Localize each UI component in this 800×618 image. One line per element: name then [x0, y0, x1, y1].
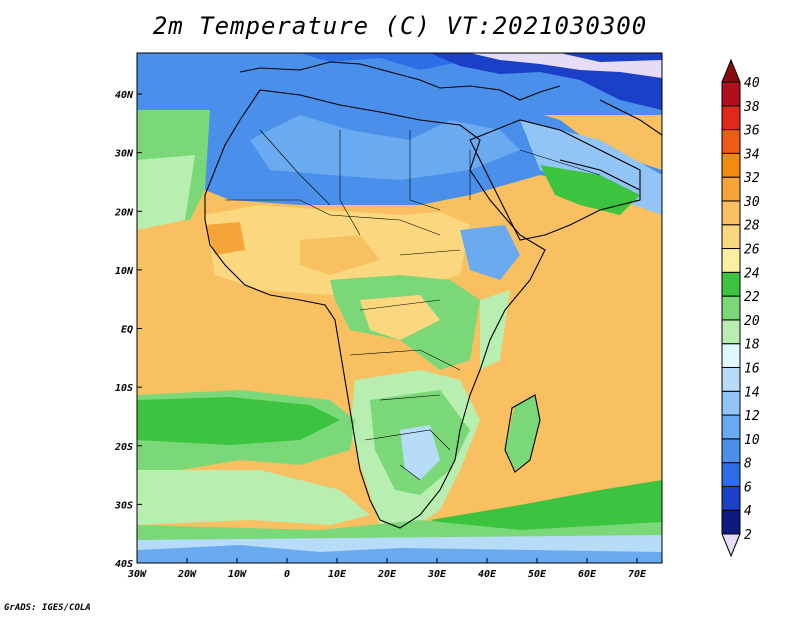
colorbar-segment	[721, 295, 741, 321]
colorbar-segment	[721, 176, 741, 202]
colorbar-label: 28	[744, 219, 760, 234]
colorbar-segment	[721, 366, 741, 392]
colorbar-label: 4	[744, 504, 752, 519]
colorbar-segment	[721, 462, 741, 487]
colorbar-label: 18	[744, 338, 760, 353]
colorbar-top-triangle	[721, 58, 741, 83]
colorbar-segment	[721, 105, 741, 131]
y-tick-label: 20N	[114, 207, 134, 218]
colorbar-label: 24	[744, 266, 760, 281]
colorbar-label: 32	[743, 171, 760, 186]
colorbar-segment	[721, 438, 741, 464]
y-tick-label: 10N	[115, 266, 134, 277]
x-tick-label: 50E	[528, 569, 547, 580]
x-tick-label: 40E	[478, 569, 497, 580]
colorbar-label: 26	[744, 243, 760, 258]
x-axis: 30W 20W 10W 0 10E 20E 30E 40E 50E 60E 70E	[127, 558, 647, 580]
map-frame	[136, 52, 663, 564]
colorbar-bottom-triangle	[721, 533, 741, 558]
colorbar-label: 14	[744, 385, 760, 400]
coastlines	[204, 61, 662, 529]
y-tick-label: EQ	[121, 325, 133, 336]
colorbar-segment	[721, 343, 741, 368]
colorbar-label: 6	[744, 480, 752, 495]
colorbar-segment	[721, 248, 741, 273]
colorbar-label: 36	[743, 124, 760, 139]
colorbar-label: 16	[744, 361, 760, 376]
colorbar-segment	[721, 81, 741, 107]
y-tick-label: 40N	[115, 90, 134, 101]
chart-title: 2m Temperature (C) VT:2021030300	[152, 12, 648, 40]
x-tick-label: 20E	[377, 569, 397, 580]
y-axis: 40N 30N 20N 10N EQ 10S 20S 30S 40S	[114, 90, 142, 570]
colorbar-segment	[721, 509, 741, 535]
colorbar-segment	[721, 390, 741, 416]
colorbar-segment	[721, 152, 741, 178]
colorbar-segment	[721, 319, 741, 345]
x-tick-label: 30E	[427, 569, 447, 580]
x-tick-label: 10W	[228, 569, 247, 580]
colorbar-segment	[721, 129, 741, 154]
y-tick-label: 20S	[114, 442, 133, 453]
colorbar-segment	[721, 224, 741, 250]
colorbar-segment	[721, 414, 741, 440]
colorbar-label: 30	[743, 195, 760, 210]
x-tick-label: 10E	[328, 569, 347, 580]
x-tick-label: 60E	[578, 569, 597, 580]
colorbar-segment	[721, 200, 741, 226]
colorbar-label: 12	[744, 409, 760, 424]
colorbar-label: 2	[744, 528, 752, 543]
y-tick-label: 40S	[115, 559, 133, 570]
y-tick-label: 30N	[114, 149, 134, 160]
grads-credit: GrADS: IGES/COLA	[4, 603, 91, 613]
temperature-field	[137, 53, 662, 563]
colorbar-label: 20	[744, 314, 760, 329]
x-tick-label: 30W	[127, 569, 147, 580]
colorbar-label: 34	[743, 147, 760, 162]
colorbar-label: 10	[744, 433, 760, 448]
colorbar-label: 8	[744, 457, 752, 472]
y-tick-label: 10S	[115, 383, 133, 394]
x-tick-label: 70E	[628, 569, 647, 580]
colorbar-label: 40	[744, 76, 760, 91]
colorbar-segment	[721, 271, 741, 297]
colorbar-label: 38	[743, 100, 760, 115]
x-tick-label: 0	[284, 569, 290, 580]
x-tick-label: 20W	[177, 569, 197, 580]
colorbar-label: 22	[744, 290, 760, 305]
y-tick-label: 30S	[114, 500, 133, 511]
country-borders	[225, 129, 601, 481]
colorbar-segment	[721, 485, 741, 511]
